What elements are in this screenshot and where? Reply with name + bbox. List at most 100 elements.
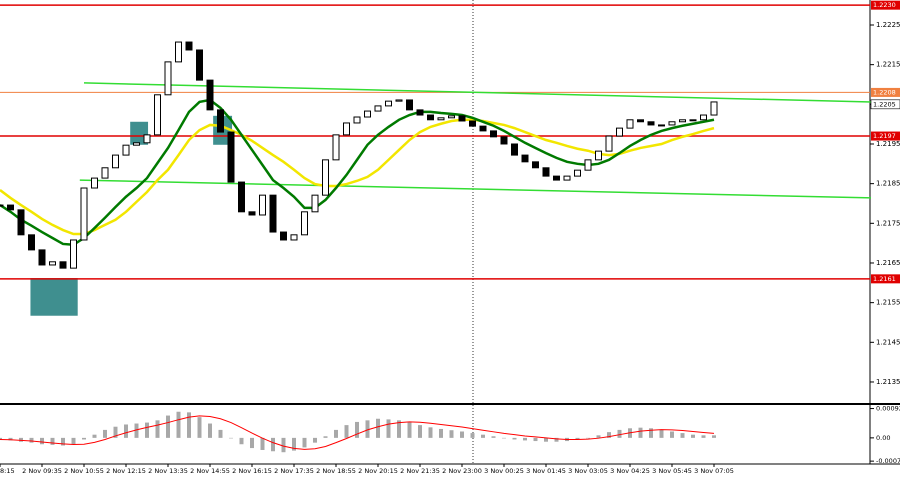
candle xyxy=(553,175,560,181)
histogram-bar xyxy=(334,429,338,438)
candle xyxy=(59,261,67,269)
candle xyxy=(458,115,466,122)
histogram-bar xyxy=(428,427,433,438)
candle xyxy=(343,122,350,136)
candle xyxy=(143,134,151,144)
histogram-bar xyxy=(701,435,706,438)
candle xyxy=(91,177,98,189)
candle xyxy=(154,94,161,136)
candle xyxy=(668,121,676,126)
histogram-bar xyxy=(260,437,265,450)
histogram-bar xyxy=(470,433,475,438)
osc-y-tick-label: 0.00092 xyxy=(876,405,900,413)
candle xyxy=(637,119,644,123)
x-tick-label: 2 Nov 23:00 xyxy=(442,467,482,475)
histogram-bar xyxy=(670,431,674,438)
histogram-bar xyxy=(155,420,160,438)
histogram-bar xyxy=(302,437,307,448)
moving-average xyxy=(0,98,715,247)
histogram-bar xyxy=(586,437,590,439)
histogram-bar xyxy=(638,427,643,438)
histogram-bar xyxy=(407,422,412,438)
candle xyxy=(206,79,214,111)
histogram-bar xyxy=(61,437,65,446)
histogram-bar xyxy=(481,434,485,438)
candle xyxy=(217,109,224,133)
histogram-bar xyxy=(8,437,13,441)
candle xyxy=(395,99,403,102)
level-label-box xyxy=(871,87,900,97)
histogram-bar xyxy=(82,437,86,440)
histogram-bar xyxy=(218,429,223,438)
y-tick-label: 1.2155 xyxy=(876,299,900,307)
candle xyxy=(574,169,581,177)
histogram-bar xyxy=(512,437,517,440)
x-tick-label: 2 Nov 12:15 xyxy=(106,467,146,475)
highlight-box xyxy=(30,278,78,316)
candle xyxy=(616,127,623,137)
histogram-bar xyxy=(313,437,317,443)
histogram-bar xyxy=(355,421,359,438)
histogram-bar xyxy=(523,437,527,441)
histogram-bar xyxy=(197,417,202,438)
histogram-bar xyxy=(575,437,580,440)
histogram-bar xyxy=(176,411,181,438)
candle xyxy=(647,121,655,126)
histogram-bar xyxy=(712,435,716,438)
candle xyxy=(385,100,392,107)
candle xyxy=(280,231,287,241)
candle xyxy=(290,234,298,241)
candle xyxy=(626,119,634,129)
candle xyxy=(511,143,518,156)
trend-line xyxy=(83,82,872,103)
histogram-bar xyxy=(239,437,244,445)
histogram-bar xyxy=(439,428,443,438)
trend-line xyxy=(79,179,872,199)
osc-y-tick-label: 0.00 xyxy=(876,434,890,442)
signal-line xyxy=(0,415,715,450)
candle xyxy=(542,167,550,177)
histogram-bar xyxy=(71,437,76,445)
level-label-box xyxy=(871,274,900,284)
candle xyxy=(532,161,539,169)
x-tick-label: 3 Nov 03:05 xyxy=(568,467,608,475)
histogram-bar xyxy=(113,426,118,438)
osc-y-tick-label: -0.00073 xyxy=(876,457,900,465)
candle xyxy=(332,134,340,161)
x-tick-label: 2 Nov 10:55 xyxy=(64,467,104,475)
candle xyxy=(353,116,361,124)
candle xyxy=(479,125,487,132)
histogram-bar xyxy=(250,437,254,449)
level-label-box xyxy=(871,131,900,141)
histogram-bar xyxy=(386,419,391,438)
x-tick-label: 3 Nov 00:25 xyxy=(484,467,524,475)
histogram-bar xyxy=(19,437,23,442)
candle xyxy=(658,124,665,127)
x-tick-label: 2 Nov 16:15 xyxy=(232,467,272,475)
candle xyxy=(710,101,718,116)
candle xyxy=(28,234,35,251)
candle xyxy=(133,142,140,146)
y-tick-label: 1.2215 xyxy=(876,61,900,69)
x-tick-label: 2 Nov 14:55 xyxy=(190,467,230,475)
level-label: 1.2208 xyxy=(873,88,896,96)
histogram-bar xyxy=(365,420,370,438)
candle xyxy=(101,167,109,179)
histogram-bar xyxy=(29,437,34,443)
candle xyxy=(49,261,56,266)
level-label: 1.2161 xyxy=(873,275,896,283)
histogram-bar xyxy=(166,415,170,438)
y-tick-label: 1.2145 xyxy=(876,338,900,346)
histogram-bar xyxy=(145,422,149,438)
candle xyxy=(175,41,182,63)
candle xyxy=(196,49,203,81)
candle xyxy=(679,119,686,123)
candle xyxy=(700,114,707,121)
y-tick-label: 1.2135 xyxy=(876,378,900,386)
candle xyxy=(311,194,319,213)
histogram-bar xyxy=(680,433,685,438)
candle xyxy=(595,150,602,161)
x-tick-label: 2 Nov 21:35 xyxy=(400,467,440,475)
y-tick-label: 1.2175 xyxy=(876,219,900,227)
